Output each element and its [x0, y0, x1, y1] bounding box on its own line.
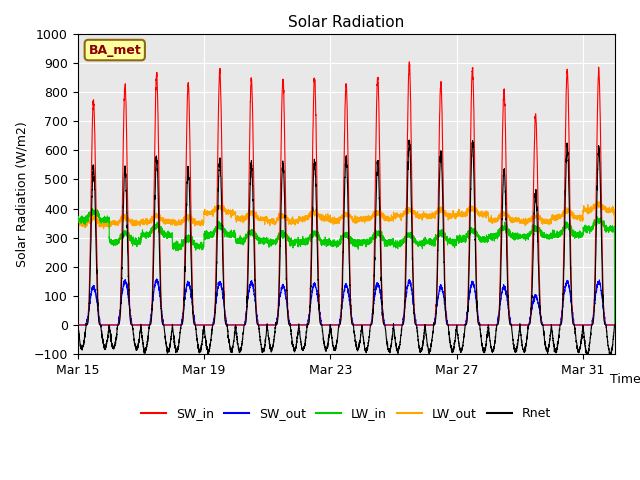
LW_in [74, 217, 81, 223]
Line: LW_out: LW_out [77, 202, 614, 325]
LW_in [404, 230, 412, 236]
LW_in [458, 235, 465, 241]
LW_in [159, 231, 167, 237]
LW_out [159, 216, 167, 222]
SW_out [123, 283, 131, 289]
Rnet [398, 324, 406, 330]
Rnet [404, 187, 412, 192]
LW_in [611, 322, 618, 328]
Rnet [611, 322, 618, 328]
X-axis label: Time: Time [610, 373, 640, 386]
LW_in [123, 233, 131, 239]
SW_out [611, 322, 618, 328]
SW_out [186, 283, 193, 288]
Line: SW_in: SW_in [77, 62, 614, 325]
SW_in [74, 322, 81, 328]
Line: Rnet: Rnet [77, 140, 614, 357]
LW_in [88, 206, 96, 212]
SW_out [398, 322, 406, 328]
LW_out [404, 204, 412, 210]
SW_out [74, 322, 81, 328]
LW_out [74, 223, 81, 228]
Rnet [123, 199, 131, 205]
Legend: SW_in, SW_out, LW_in, LW_out, Rnet: SW_in, SW_out, LW_in, LW_out, Rnet [136, 402, 556, 425]
Rnet [159, 322, 167, 328]
SW_in [406, 59, 413, 65]
Line: LW_in: LW_in [77, 209, 614, 325]
LW_out [186, 216, 193, 222]
SW_out [404, 284, 412, 289]
SW_in [398, 322, 406, 328]
SW_in [186, 120, 193, 126]
SW_out [159, 320, 167, 326]
Line: SW_out: SW_out [77, 279, 614, 325]
Rnet [458, 348, 465, 354]
SW_out [458, 322, 465, 328]
LW_out [611, 322, 618, 328]
LW_in [186, 239, 193, 244]
Y-axis label: Solar Radiation (W/m2): Solar Radiation (W/m2) [15, 121, 28, 267]
LW_out [594, 199, 602, 204]
Rnet [405, 137, 413, 143]
SW_in [123, 132, 131, 138]
SW_in [159, 322, 167, 328]
LW_in [398, 239, 406, 245]
LW_out [458, 214, 465, 219]
Text: BA_met: BA_met [88, 44, 141, 57]
SW_in [458, 322, 465, 328]
Rnet [74, 323, 81, 329]
Rnet [186, 189, 193, 195]
LW_out [398, 212, 406, 218]
LW_out [123, 212, 131, 218]
Title: Solar Radiation: Solar Radiation [288, 15, 404, 30]
SW_in [611, 322, 618, 328]
SW_in [404, 130, 412, 135]
SW_out [153, 276, 161, 282]
Rnet [607, 354, 614, 360]
